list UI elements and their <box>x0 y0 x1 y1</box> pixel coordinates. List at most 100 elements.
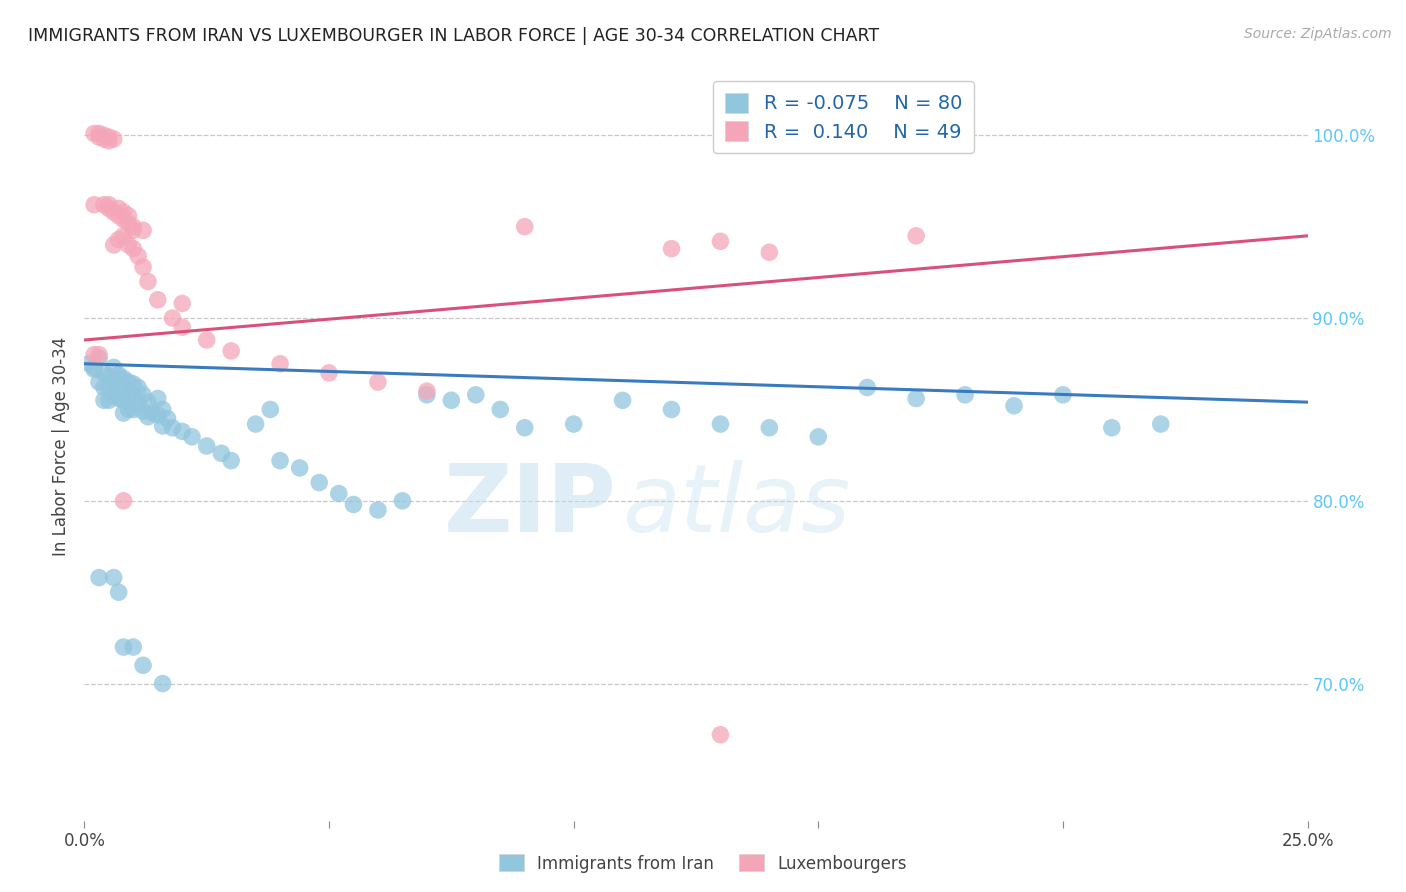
Legend: Immigrants from Iran, Luxembourgers: Immigrants from Iran, Luxembourgers <box>492 847 914 880</box>
Point <box>219 453 242 467</box>
Point <box>146 392 169 406</box>
Point <box>83 362 105 376</box>
Point <box>122 242 145 256</box>
Text: ZIP: ZIP <box>443 460 616 552</box>
Point <box>93 380 115 394</box>
Point <box>122 223 145 237</box>
Point <box>288 461 311 475</box>
Point <box>162 311 184 326</box>
Point <box>97 198 120 212</box>
Point <box>416 384 439 399</box>
Point <box>209 446 232 460</box>
Point <box>93 132 115 146</box>
Point <box>758 421 780 435</box>
Point <box>661 242 683 256</box>
Point <box>342 498 364 512</box>
Point <box>132 404 155 418</box>
Point <box>709 235 731 249</box>
Point <box>807 430 830 444</box>
Point <box>127 380 149 394</box>
Point <box>117 209 139 223</box>
Point <box>905 228 928 243</box>
Point <box>1052 388 1074 402</box>
Point <box>1150 417 1173 431</box>
Point <box>219 343 242 358</box>
Point <box>152 418 174 433</box>
Point <box>562 417 585 431</box>
Point <box>97 393 120 408</box>
Point <box>709 728 731 742</box>
Point <box>831 125 853 139</box>
Point <box>87 130 110 145</box>
Point <box>87 351 110 366</box>
Point <box>513 219 536 234</box>
Point <box>122 219 145 234</box>
Point <box>103 571 125 585</box>
Point <box>117 390 139 404</box>
Y-axis label: In Labor Force | Age 30-34: In Labor Force | Age 30-34 <box>52 336 70 556</box>
Point <box>93 198 115 212</box>
Point <box>132 658 155 673</box>
Point <box>259 402 281 417</box>
Point <box>87 375 110 389</box>
Point <box>97 380 120 394</box>
Point <box>905 392 928 406</box>
Legend: R = -0.075    N = 80, R =  0.140    N = 49: R = -0.075 N = 80, R = 0.140 N = 49 <box>713 81 974 153</box>
Point <box>1101 421 1123 435</box>
Point <box>856 380 879 394</box>
Point <box>112 384 135 399</box>
Point <box>87 348 110 362</box>
Text: IMMIGRANTS FROM IRAN VS LUXEMBOURGER IN LABOR FORCE | AGE 30-34 CORRELATION CHAR: IMMIGRANTS FROM IRAN VS LUXEMBOURGER IN … <box>28 27 879 45</box>
Point <box>97 202 120 216</box>
Point <box>77 357 100 371</box>
Point <box>391 493 413 508</box>
Point <box>107 380 129 394</box>
Point <box>146 293 169 307</box>
Point <box>132 223 155 237</box>
Point <box>181 430 204 444</box>
Point <box>269 357 291 371</box>
Point <box>122 402 145 417</box>
Point <box>93 128 115 143</box>
Point <box>107 585 129 599</box>
Point <box>117 402 139 417</box>
Point <box>112 205 135 219</box>
Point <box>146 408 169 422</box>
Point <box>107 202 129 216</box>
Point <box>172 296 194 310</box>
Point <box>367 375 389 389</box>
Point <box>103 132 125 146</box>
Point <box>112 640 135 654</box>
Point <box>103 388 125 402</box>
Point <box>112 371 135 385</box>
Point <box>103 373 125 387</box>
Point <box>661 402 683 417</box>
Point <box>127 397 149 411</box>
Point <box>122 376 145 391</box>
Point <box>489 402 512 417</box>
Point <box>612 393 634 408</box>
Point <box>1002 399 1025 413</box>
Point <box>83 198 105 212</box>
Point <box>127 249 149 263</box>
Point <box>107 392 129 406</box>
Point <box>83 127 105 141</box>
Point <box>117 238 139 252</box>
Point <box>245 417 267 431</box>
Point <box>440 393 463 408</box>
Point <box>758 245 780 260</box>
Point <box>136 395 159 409</box>
Point <box>136 275 159 289</box>
Point <box>112 212 135 227</box>
Point <box>122 640 145 654</box>
Point <box>97 134 120 148</box>
Point <box>103 360 125 375</box>
Point <box>308 475 330 490</box>
Point <box>103 238 125 252</box>
Point <box>195 333 218 347</box>
Point <box>172 425 194 439</box>
Point <box>87 127 110 141</box>
Point <box>367 503 389 517</box>
Point <box>172 320 194 334</box>
Point <box>953 388 976 402</box>
